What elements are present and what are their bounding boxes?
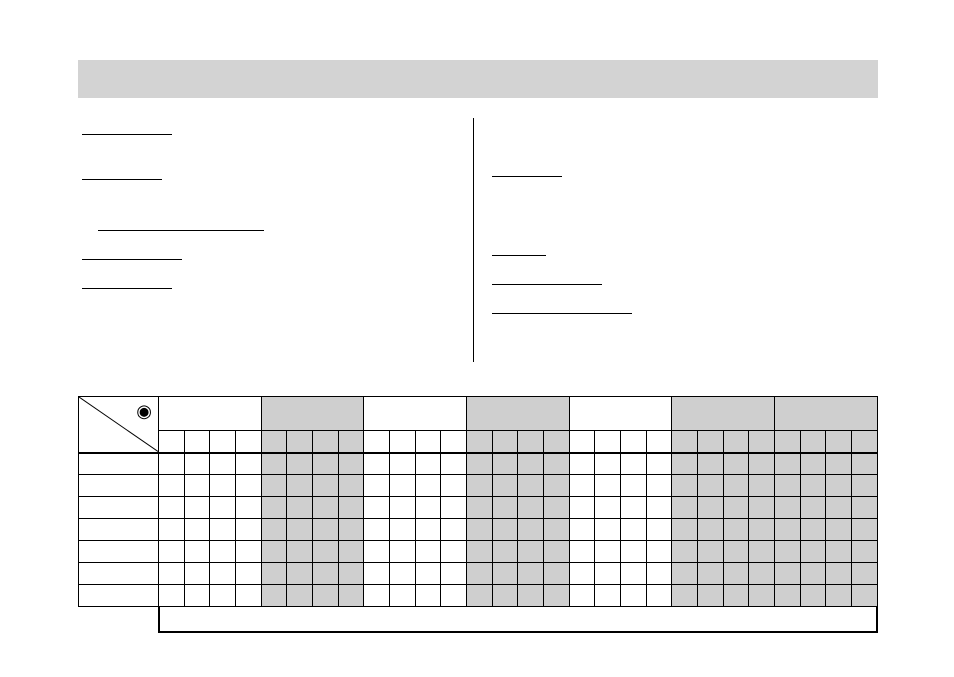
left-line-1 <box>82 134 172 135</box>
sub-header-row <box>79 431 878 453</box>
aperture-icon: ◉ <box>136 401 152 422</box>
right-line-3 <box>492 284 602 285</box>
table-row <box>79 563 878 585</box>
exposure-table: ◉ <box>78 396 878 633</box>
row-header <box>79 497 159 519</box>
group-header <box>672 397 775 431</box>
right-line-1 <box>492 176 562 177</box>
row-header <box>79 585 159 607</box>
group-header-row: ◉ <box>79 397 878 431</box>
row-header <box>79 453 159 475</box>
table-row <box>79 585 878 607</box>
table-row <box>79 475 878 497</box>
right-line-4 <box>492 313 632 314</box>
table-footer-band <box>158 607 878 633</box>
table-row <box>79 519 878 541</box>
group-header <box>261 397 364 431</box>
group-header <box>775 397 878 431</box>
table-row <box>79 541 878 563</box>
group-header <box>159 397 262 431</box>
group-header <box>467 397 570 431</box>
column-divider <box>473 118 474 362</box>
row-header <box>79 475 159 497</box>
left-line-4 <box>82 259 182 260</box>
page-container: ◉ <box>78 60 878 98</box>
table-row <box>79 497 878 519</box>
row-header <box>79 541 159 563</box>
left-line-2 <box>82 179 162 180</box>
table-row <box>79 453 878 475</box>
corner-cell: ◉ <box>79 397 159 453</box>
left-line-5 <box>82 288 172 289</box>
group-header <box>364 397 467 431</box>
row-header <box>79 563 159 585</box>
left-line-3 <box>98 230 264 231</box>
right-line-2 <box>492 255 546 256</box>
row-header <box>79 519 159 541</box>
left-column <box>82 120 462 317</box>
header-band <box>78 60 878 98</box>
table: ◉ <box>78 396 878 607</box>
group-header <box>569 397 672 431</box>
right-column <box>492 120 872 342</box>
